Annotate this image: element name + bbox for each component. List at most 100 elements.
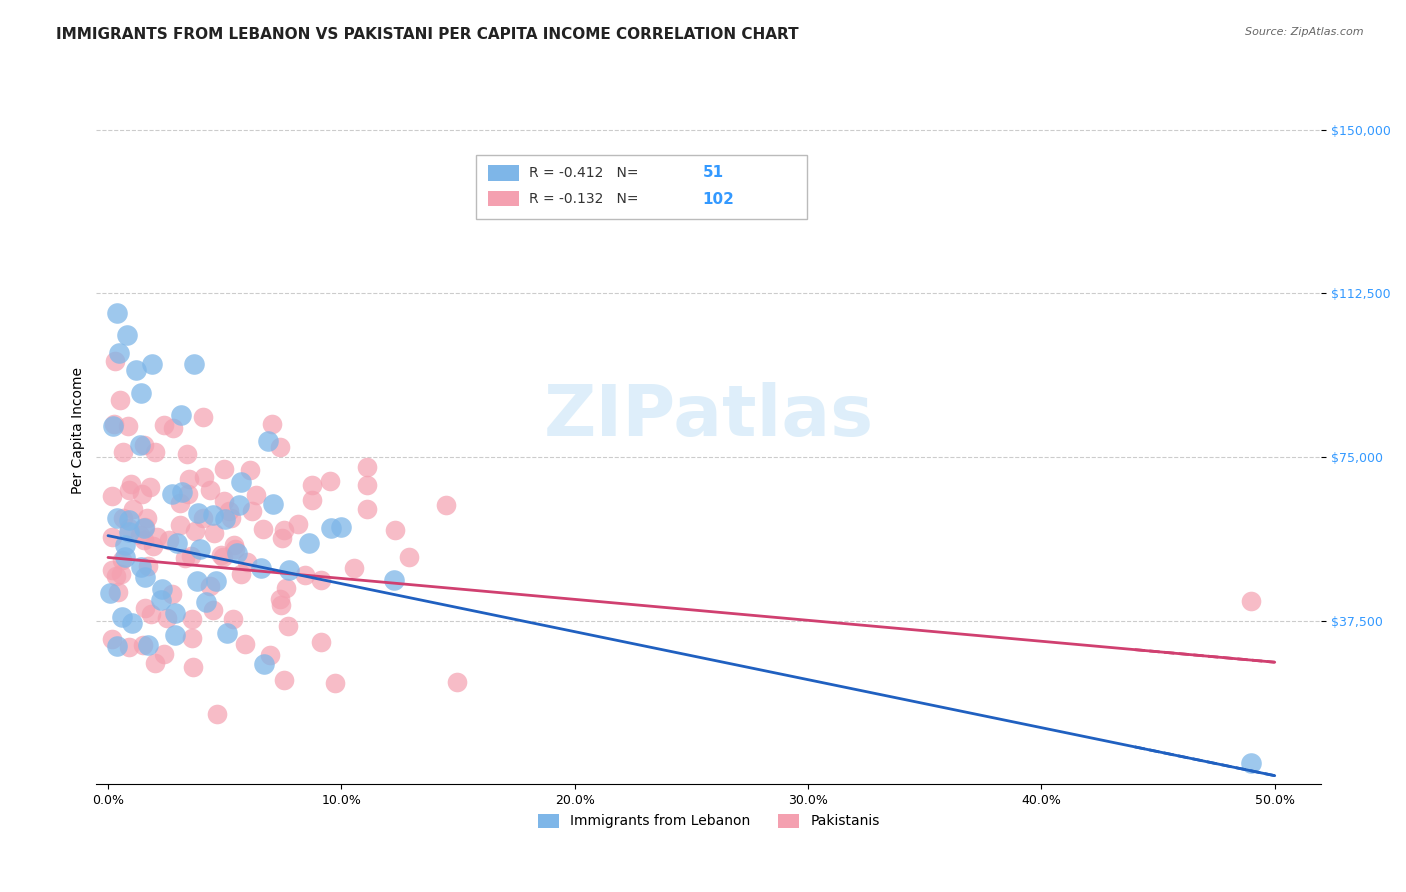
FancyBboxPatch shape xyxy=(488,165,519,181)
Point xyxy=(166,536,188,550)
Point xyxy=(131,487,153,501)
Point xyxy=(198,483,221,497)
Point xyxy=(114,538,136,552)
Point xyxy=(398,550,420,565)
Point xyxy=(111,445,134,459)
Text: R = -0.132   N=: R = -0.132 N= xyxy=(529,192,643,206)
Point xyxy=(122,502,145,516)
Point xyxy=(262,497,284,511)
Point xyxy=(136,558,159,573)
Point xyxy=(269,440,291,454)
Point xyxy=(198,579,221,593)
Point xyxy=(214,493,236,508)
Point xyxy=(270,599,292,613)
Point xyxy=(325,676,347,690)
Point xyxy=(105,639,128,653)
Point xyxy=(105,568,128,582)
Point xyxy=(114,550,136,565)
Point xyxy=(262,417,284,431)
Point xyxy=(111,610,134,624)
Point xyxy=(134,601,156,615)
Point xyxy=(101,563,124,577)
Point xyxy=(187,506,209,520)
Point xyxy=(103,417,125,431)
Point xyxy=(195,595,218,609)
Point xyxy=(212,549,235,564)
Point xyxy=(224,541,246,556)
Point xyxy=(143,445,166,459)
Point xyxy=(132,521,155,535)
Point xyxy=(218,504,240,518)
Point xyxy=(228,499,250,513)
Point xyxy=(239,463,262,477)
Point xyxy=(129,386,152,401)
Point xyxy=(105,510,128,524)
Legend: Immigrants from Lebanon, Pakistanis: Immigrants from Lebanon, Pakistanis xyxy=(533,808,886,834)
Point xyxy=(118,521,141,535)
Point xyxy=(110,566,132,581)
Point xyxy=(170,408,193,422)
Point xyxy=(170,485,193,500)
Point xyxy=(434,498,457,512)
Point xyxy=(259,648,281,662)
Point xyxy=(104,354,127,368)
Point xyxy=(277,619,299,633)
Point xyxy=(177,487,200,501)
Point xyxy=(191,410,214,425)
Point xyxy=(205,574,228,589)
Point xyxy=(343,560,366,574)
Point xyxy=(183,357,205,371)
Point xyxy=(181,631,204,645)
Point xyxy=(117,514,139,528)
Point xyxy=(146,530,169,544)
Point xyxy=(101,530,124,544)
Point xyxy=(209,548,232,562)
Point xyxy=(160,586,183,600)
Point xyxy=(222,612,245,626)
Point xyxy=(231,475,253,490)
Point xyxy=(205,707,228,722)
Text: 51: 51 xyxy=(703,165,724,180)
Point xyxy=(321,521,343,535)
Point xyxy=(356,502,378,516)
Point xyxy=(214,511,236,525)
Point xyxy=(107,584,129,599)
Point xyxy=(141,607,163,621)
Point xyxy=(136,510,159,524)
Point xyxy=(120,477,142,491)
Point xyxy=(162,487,184,501)
Point xyxy=(131,560,153,574)
Point xyxy=(169,496,191,510)
Point xyxy=(214,462,236,476)
Point xyxy=(132,638,155,652)
Point xyxy=(249,560,271,574)
Point xyxy=(162,421,184,435)
Point xyxy=(256,434,278,448)
Point xyxy=(169,518,191,533)
Point xyxy=(181,612,204,626)
Point xyxy=(202,525,225,540)
Point xyxy=(152,647,174,661)
Point xyxy=(311,634,333,648)
Point xyxy=(165,627,187,641)
FancyBboxPatch shape xyxy=(477,155,807,219)
Point xyxy=(330,519,353,533)
Point xyxy=(229,567,252,582)
Point xyxy=(384,523,406,537)
Point xyxy=(382,573,405,587)
Point xyxy=(173,551,195,566)
Point xyxy=(134,520,156,534)
Point xyxy=(101,418,124,433)
Point xyxy=(108,393,131,408)
Point xyxy=(253,657,276,671)
Point xyxy=(222,538,245,552)
Point xyxy=(201,603,224,617)
Point xyxy=(121,615,143,630)
Text: 102: 102 xyxy=(703,192,734,207)
Point xyxy=(193,470,215,484)
Point xyxy=(356,460,378,475)
Point xyxy=(129,438,152,452)
Text: IMMIGRANTS FROM LEBANON VS PAKISTANI PER CAPITA INCOME CORRELATION CHART: IMMIGRANTS FROM LEBANON VS PAKISTANI PER… xyxy=(56,27,799,42)
Text: ZIPatlas: ZIPatlas xyxy=(544,383,875,451)
Point xyxy=(188,541,211,556)
